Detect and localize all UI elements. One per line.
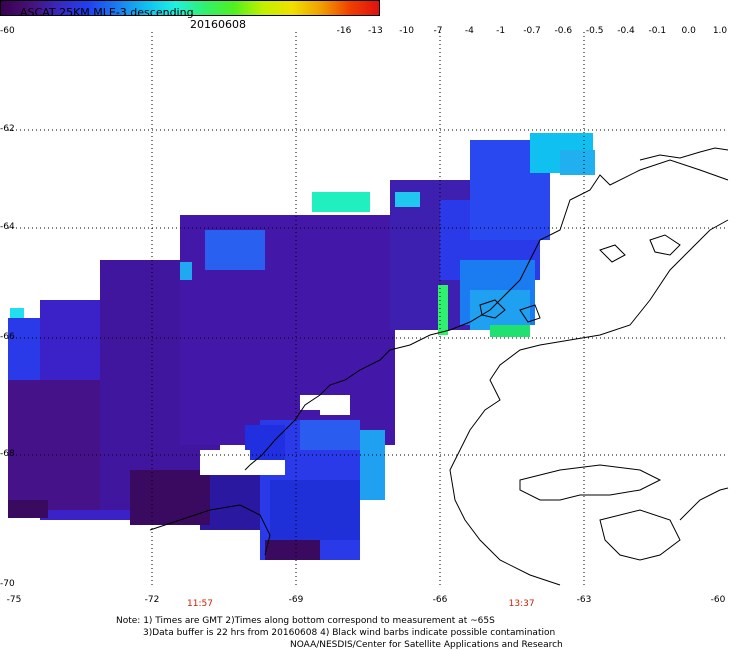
note-line-1: Note: 1) Times are GMT 2)Times along bot… xyxy=(116,616,495,626)
swath-cell xyxy=(270,480,360,540)
colorbar-tick-label: -0.6 xyxy=(554,26,573,36)
coastline-segment xyxy=(599,509,681,561)
latitude-label: -64 xyxy=(0,222,15,232)
map-title: ASCAT 25KM MLE-3 descending xyxy=(20,6,194,19)
grid-lines xyxy=(8,32,728,588)
longitude-label: -75 xyxy=(6,595,22,605)
pass-time-label: 13:37 xyxy=(508,599,535,609)
coastline-segment xyxy=(449,219,729,586)
pass-time-label: 11:57 xyxy=(187,599,213,609)
swath-cell xyxy=(300,420,360,450)
colorbar xyxy=(0,0,380,16)
swath-cell xyxy=(395,192,420,207)
coastline-segment xyxy=(639,147,729,161)
colorbar-tick-label: -16 xyxy=(336,26,352,36)
colorbar-tick-label: -0.1 xyxy=(648,26,667,36)
note-line-3: NOAA/NESDIS/Center for Satellite Applica… xyxy=(290,640,563,650)
coastline-segment xyxy=(149,504,271,556)
note-line-2: 3)Data buffer is 22 hrs from 20160608 4)… xyxy=(143,628,556,638)
latitude-label: -62 xyxy=(0,124,15,134)
coastline-segment xyxy=(519,304,541,323)
colorbar-tick-label: -4 xyxy=(464,26,474,36)
coastline-segment xyxy=(244,159,729,471)
colorbar-tick-label: -0.7 xyxy=(523,26,541,36)
colorbar-tick-label: -0.4 xyxy=(617,26,635,36)
longitude-label: -60 xyxy=(710,595,726,605)
coastline xyxy=(149,147,729,586)
latitude-label: -66 xyxy=(0,332,15,342)
latitude-label: -70 xyxy=(0,579,15,589)
colorbar-tick-label: -7 xyxy=(433,26,443,36)
latitude-label: -68 xyxy=(0,449,15,459)
swath-cell xyxy=(265,540,320,560)
swath-cell xyxy=(312,192,370,212)
swath-cell xyxy=(360,430,385,500)
swath-cell xyxy=(438,285,448,335)
swath-cell xyxy=(490,325,530,337)
coastline-segment xyxy=(519,464,662,501)
latitude-label: -60 xyxy=(0,26,15,36)
data-swath xyxy=(8,133,595,560)
longitude-label: -63 xyxy=(576,595,592,605)
colorbar-tick-label: -1 xyxy=(496,26,506,36)
longitude-label: -66 xyxy=(432,595,448,605)
swath-cell xyxy=(180,262,192,280)
coastline-segment xyxy=(599,244,626,263)
longitude-label: -69 xyxy=(288,595,304,605)
map-date: 20160608 xyxy=(190,18,246,31)
swath-gap xyxy=(200,450,250,475)
colorbar-tick-label: -0.5 xyxy=(585,26,604,36)
swath-cell xyxy=(8,500,48,518)
swath-cell xyxy=(130,470,210,525)
coastline-segment xyxy=(679,487,729,521)
swath-cell xyxy=(560,150,595,175)
swath-gap xyxy=(320,395,350,415)
swath-cell xyxy=(10,308,24,318)
longitude-label: -72 xyxy=(144,595,160,605)
colorbar-tick-label: -13 xyxy=(367,26,383,36)
swath-gap xyxy=(250,460,285,475)
coastline-segment xyxy=(649,234,681,256)
swath-gap xyxy=(395,345,415,360)
swath-cell xyxy=(205,230,265,270)
colorbar-tick-label: 0.0 xyxy=(681,26,696,36)
coastline-segment xyxy=(479,299,506,319)
colorbar-tick-label: 1.0 xyxy=(712,26,728,36)
colorbar-tick-label: -10 xyxy=(399,26,415,36)
swath-cell xyxy=(245,425,285,465)
